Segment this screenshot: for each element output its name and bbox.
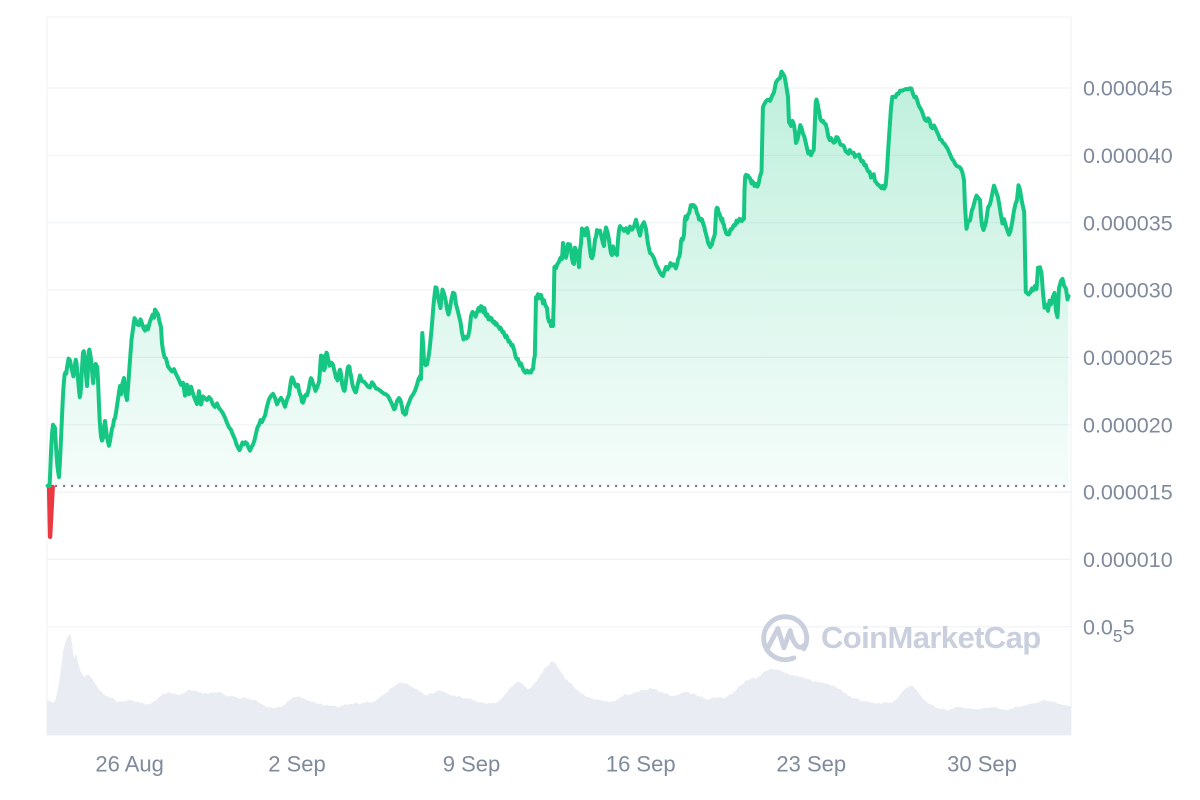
svg-text:30 Sep: 30 Sep	[947, 752, 1017, 777]
svg-text:0.000015: 0.000015	[1083, 481, 1173, 505]
svg-text:0.055: 0.055	[1083, 615, 1135, 646]
svg-text:26 Aug: 26 Aug	[95, 752, 164, 777]
svg-text:2 Sep: 2 Sep	[268, 752, 326, 777]
svg-text:23 Sep: 23 Sep	[776, 752, 846, 777]
svg-text:0.000025: 0.000025	[1083, 346, 1173, 370]
svg-text:0.000030: 0.000030	[1083, 279, 1173, 303]
svg-text:CoinMarketCap: CoinMarketCap	[821, 620, 1041, 655]
svg-text:9 Sep: 9 Sep	[443, 752, 501, 777]
svg-text:0.000045: 0.000045	[1083, 77, 1173, 101]
svg-text:0.000035: 0.000035	[1083, 211, 1173, 235]
svg-text:0.000010: 0.000010	[1083, 548, 1173, 572]
svg-text:0.000040: 0.000040	[1083, 144, 1173, 168]
svg-text:16 Sep: 16 Sep	[606, 752, 676, 777]
svg-text:0.000020: 0.000020	[1083, 413, 1173, 437]
